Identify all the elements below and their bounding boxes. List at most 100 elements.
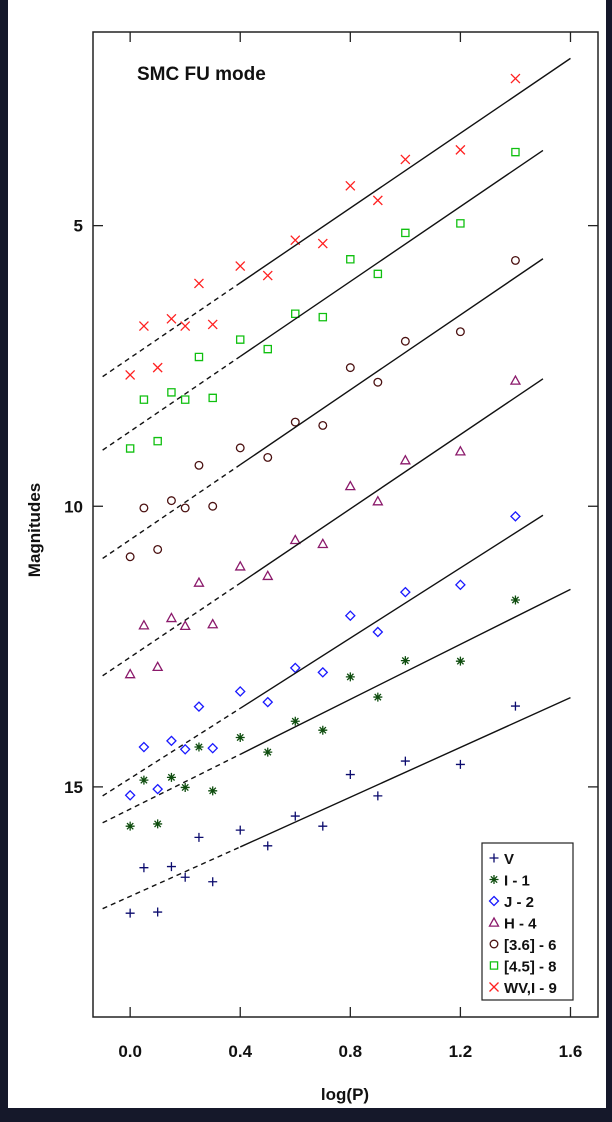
- x-tick-label: 0.4: [228, 1042, 252, 1061]
- point: [194, 352, 204, 362]
- point: [179, 619, 191, 631]
- legend-label: [3.6] - 6: [504, 937, 557, 954]
- point: [455, 656, 465, 666]
- point: [180, 321, 191, 332]
- point: [235, 261, 246, 272]
- point: [193, 278, 204, 289]
- point: [509, 374, 522, 385]
- x-tick-label: 0.0: [118, 1042, 142, 1061]
- point: [399, 454, 411, 465]
- point: [152, 660, 164, 672]
- legend-marker: [488, 916, 500, 927]
- point: [510, 701, 520, 711]
- legend-label: H - 4: [504, 916, 537, 933]
- point: [166, 313, 177, 324]
- legend-marker: [489, 961, 499, 970]
- point: [166, 772, 176, 782]
- plot-frame: [92, 31, 599, 1018]
- point: [317, 538, 329, 549]
- point: [454, 579, 466, 591]
- point: [208, 393, 217, 403]
- point: [193, 701, 205, 713]
- point: [152, 362, 163, 373]
- x-tick-label: 0.8: [338, 1042, 362, 1061]
- point: [124, 789, 136, 801]
- point: [318, 312, 328, 322]
- legend-marker: [489, 982, 499, 992]
- legend-marker: [489, 939, 499, 949]
- point: [399, 586, 411, 598]
- y-tick-label: 10: [64, 497, 83, 516]
- point: [153, 907, 163, 917]
- point: [207, 618, 219, 629]
- legend-marker: [489, 853, 499, 863]
- legend-label: WV,I - 9: [504, 980, 557, 997]
- point: [138, 741, 150, 753]
- point: [263, 841, 273, 851]
- legend-label: [4.5] - 8: [504, 959, 557, 976]
- point: [345, 180, 356, 191]
- point: [208, 786, 218, 796]
- point: [234, 560, 246, 571]
- point: [194, 832, 204, 842]
- point: [454, 445, 467, 456]
- point: [290, 417, 300, 427]
- point: [401, 228, 410, 238]
- fit-line: [239, 258, 544, 466]
- point: [346, 255, 355, 264]
- point: [166, 862, 176, 872]
- point: [139, 395, 149, 404]
- point: [125, 821, 135, 831]
- point: [345, 672, 355, 682]
- x-tick-label: 1.2: [449, 1042, 473, 1061]
- point: [400, 756, 410, 766]
- point: [235, 825, 245, 835]
- fit-line-dashed: [102, 355, 241, 451]
- fit-line: [239, 57, 571, 284]
- fit-line-dashed: [102, 707, 241, 797]
- x-axis-label: log(P): [321, 1085, 369, 1104]
- point: [262, 570, 274, 581]
- fit-line: [239, 378, 544, 584]
- point: [372, 195, 383, 206]
- point: [510, 595, 520, 605]
- point: [456, 219, 465, 228]
- point: [235, 335, 245, 344]
- point: [180, 782, 190, 792]
- point: [166, 496, 176, 506]
- legend-label: V: [504, 851, 514, 868]
- point: [318, 821, 328, 831]
- legend-marker: [489, 875, 499, 884]
- point: [180, 503, 190, 513]
- fit-line: [239, 697, 571, 848]
- point: [373, 692, 383, 702]
- point: [165, 612, 178, 623]
- fit-line-dashed: [102, 282, 241, 378]
- point: [125, 908, 135, 918]
- point: [455, 759, 465, 769]
- point: [124, 668, 136, 679]
- point: [153, 436, 162, 446]
- point: [318, 420, 328, 430]
- point: [290, 811, 300, 821]
- y-tick-label: 5: [74, 217, 83, 236]
- point: [290, 716, 300, 726]
- point: [194, 742, 204, 752]
- fit-line-dashed: [102, 846, 241, 910]
- y-axis-label: Magnitudes: [25, 483, 44, 577]
- legend-label: I - 1: [504, 873, 530, 890]
- point: [400, 656, 410, 666]
- y-tick-label: 15: [64, 778, 83, 797]
- point: [262, 696, 274, 708]
- point: [455, 144, 466, 155]
- point: [208, 501, 218, 511]
- x-tick-label: 1.6: [559, 1042, 583, 1061]
- point: [125, 552, 135, 562]
- point: [139, 775, 149, 785]
- point: [152, 783, 164, 795]
- point: [263, 747, 273, 757]
- point: [139, 863, 149, 873]
- point: [345, 363, 355, 373]
